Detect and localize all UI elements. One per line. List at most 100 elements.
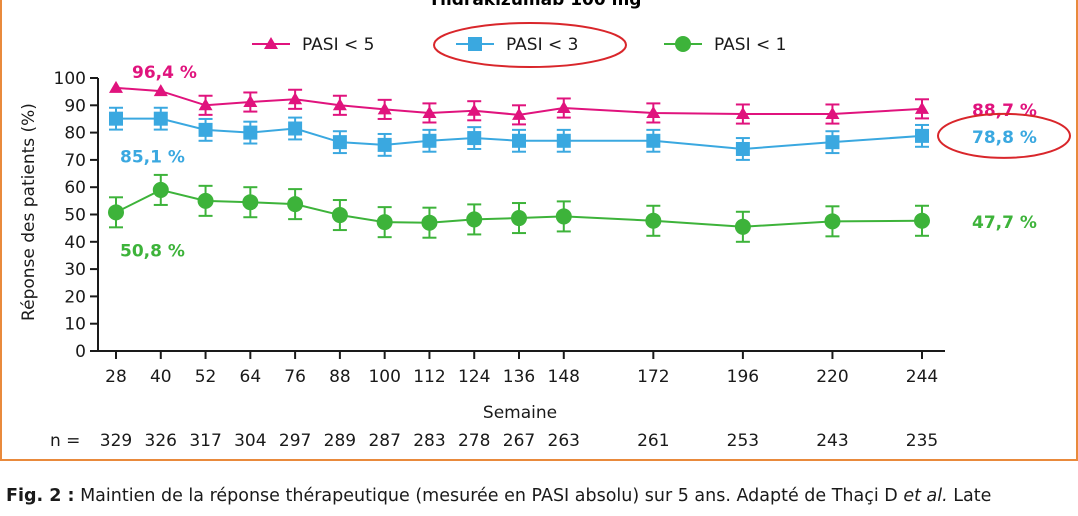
legend-label: PASI < 3 bbox=[506, 35, 578, 55]
data-label: 88,7 % bbox=[972, 101, 1037, 121]
legend-item: PASI < 5 bbox=[252, 35, 374, 55]
series-0 bbox=[109, 80, 929, 126]
figure-caption: Fig. 2 : Maintien de la réponse thérapeu… bbox=[6, 486, 1078, 506]
data-point bbox=[512, 133, 526, 148]
data-point bbox=[109, 80, 123, 93]
x-axis-label: Semaine bbox=[483, 403, 557, 423]
n-value: 287 bbox=[368, 431, 400, 451]
n-value: 263 bbox=[548, 431, 580, 451]
x-tick-label: 148 bbox=[548, 367, 580, 387]
y-tick-label: 40 bbox=[64, 233, 86, 253]
data-point bbox=[153, 111, 168, 126]
legend-item: PASI < 3 bbox=[433, 22, 627, 68]
data-point bbox=[377, 102, 392, 115]
data-point bbox=[332, 98, 347, 111]
x-tick-label: 40 bbox=[150, 367, 172, 387]
x-tick-label: 28 bbox=[105, 367, 127, 387]
data-point bbox=[467, 131, 482, 146]
n-value: 261 bbox=[637, 431, 669, 451]
legend-highlight-ellipse bbox=[433, 22, 627, 68]
x-tick-label: 220 bbox=[816, 367, 848, 387]
x-tick-label: 52 bbox=[195, 367, 217, 387]
data-point bbox=[825, 135, 840, 150]
y-tick-label: 0 bbox=[75, 342, 86, 362]
data-point bbox=[243, 125, 258, 140]
n-value: 267 bbox=[503, 431, 535, 451]
legend-label: PASI < 1 bbox=[714, 35, 786, 55]
data-label: 47,7 % bbox=[972, 213, 1037, 233]
data-point bbox=[915, 101, 929, 114]
y-axis: 0 10 20 30 40 50 60 70 80 90 100 bbox=[54, 69, 99, 362]
n-value: 304 bbox=[234, 431, 266, 451]
chart-title: Tildrakizumab 100 mg bbox=[429, 0, 642, 10]
x-axis: 28 40 52 64 76 88 100 112 124 136 148 172 196 220 244 bbox=[98, 350, 945, 387]
data-point bbox=[109, 111, 123, 126]
y-axis-label: Réponse des patients (%) bbox=[19, 103, 39, 321]
n-value: 283 bbox=[413, 431, 445, 451]
n-row-label: n = bbox=[50, 431, 80, 451]
data-point bbox=[646, 105, 661, 118]
y-tick-label: 50 bbox=[64, 206, 86, 226]
data-label: 85,1 % bbox=[120, 148, 185, 168]
y-tick-label: 20 bbox=[64, 287, 86, 307]
patient-count-row: n = 329 326 317 304 297 289 287 283 278 267 263 261 2… bbox=[50, 431, 938, 451]
chart-border bbox=[0, 0, 1078, 461]
y-tick-label: 100 bbox=[54, 69, 86, 89]
caption-text: Maintien de la réponse thérapeutique (me… bbox=[74, 486, 904, 506]
n-value: 289 bbox=[324, 431, 356, 451]
data-point bbox=[824, 213, 841, 230]
data-point bbox=[288, 92, 303, 105]
x-tick-label: 244 bbox=[906, 367, 938, 387]
x-tick-label: 172 bbox=[637, 367, 669, 387]
n-value: 297 bbox=[279, 431, 311, 451]
caption-italic: et al. bbox=[903, 486, 948, 506]
data-point bbox=[556, 133, 571, 148]
data-point bbox=[422, 133, 437, 148]
data-label: 50,8 % bbox=[120, 241, 185, 261]
series-2 bbox=[108, 173, 930, 243]
legend: PASI < 5 PASI < 3 PASI < 1 bbox=[252, 22, 786, 68]
legend-marker bbox=[264, 37, 278, 49]
y-tick-label: 60 bbox=[64, 178, 86, 198]
data-point bbox=[153, 84, 168, 97]
data-point bbox=[914, 212, 930, 229]
data-point bbox=[421, 214, 438, 231]
series-1 bbox=[109, 106, 929, 161]
data-point bbox=[467, 103, 482, 116]
data-label: 96,4 % bbox=[132, 63, 197, 83]
x-tick-label: 112 bbox=[413, 367, 445, 387]
n-value: 253 bbox=[727, 431, 759, 451]
caption-tail: Late bbox=[947, 486, 992, 506]
data-point bbox=[735, 107, 750, 120]
n-value: 317 bbox=[189, 431, 221, 451]
data-point bbox=[512, 107, 526, 120]
x-tick-label: 100 bbox=[368, 367, 400, 387]
y-tick-label: 90 bbox=[64, 96, 86, 116]
data-point bbox=[645, 212, 662, 229]
legend-item: PASI < 1 bbox=[664, 35, 786, 55]
data-point bbox=[422, 105, 437, 118]
data-point bbox=[108, 204, 124, 221]
x-tick-label: 136 bbox=[503, 367, 535, 387]
caption-label: Fig. 2 : bbox=[6, 486, 75, 506]
data-point bbox=[198, 122, 213, 137]
n-value: 329 bbox=[100, 431, 132, 451]
data-label: 78,8 % bbox=[972, 128, 1037, 148]
data-point bbox=[331, 207, 348, 224]
data-point bbox=[556, 101, 571, 114]
y-tick-label: 30 bbox=[64, 260, 86, 280]
data-point bbox=[198, 98, 213, 111]
x-tick-label: 124 bbox=[458, 367, 490, 387]
data-point bbox=[646, 133, 661, 148]
data-point bbox=[288, 121, 303, 136]
data-point bbox=[243, 95, 258, 108]
y-tick-label: 70 bbox=[64, 151, 86, 171]
data-point bbox=[555, 208, 572, 225]
data-point bbox=[152, 181, 169, 198]
data-point bbox=[825, 107, 840, 120]
y-tick-label: 10 bbox=[64, 315, 86, 335]
data-point bbox=[511, 210, 527, 227]
x-tick-label: 76 bbox=[284, 367, 306, 387]
data-point bbox=[332, 135, 347, 150]
